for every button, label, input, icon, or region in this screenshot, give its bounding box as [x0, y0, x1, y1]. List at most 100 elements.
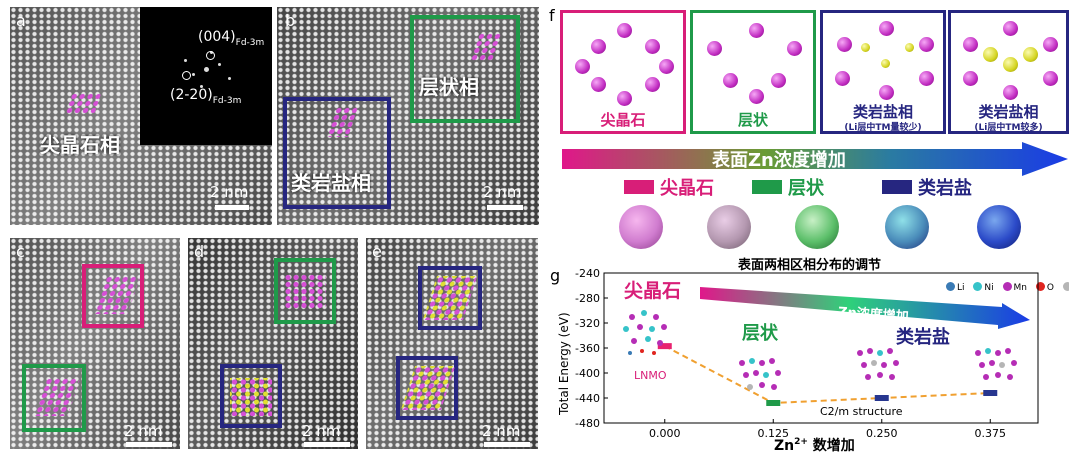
panel-b-scale-bar [487, 205, 523, 210]
layered-region-box [22, 364, 86, 432]
mn-atom [591, 39, 606, 54]
phase-card-label: 尖晶石 [600, 111, 646, 129]
rocksalt-region-box [283, 97, 391, 209]
phase-card-sublabel: (Li层中TM较多) [974, 123, 1043, 133]
particle-sphere-4 [885, 205, 929, 249]
particle-sphere-5 [977, 205, 1021, 249]
x-tick-label: 0.250 [866, 427, 898, 440]
mn-atom [1043, 37, 1058, 52]
phase-card-sublabel: (Li层中TM量较少) [844, 123, 922, 133]
phase-card-label: 类岩盐相 [852, 103, 913, 121]
legend-swatch-layered [752, 180, 782, 194]
y-tick-label: -280 [575, 292, 600, 305]
panel-g-letter: g [550, 266, 561, 285]
li-atom-icon [946, 282, 955, 291]
mn-atom [1003, 21, 1018, 36]
energy-marker [983, 390, 998, 396]
mn-atom [723, 73, 738, 88]
phase-card-spinel: 尖晶石 [560, 10, 686, 134]
fft-ring-2-20 [182, 71, 191, 80]
annot-spinel: 尖晶石 [624, 279, 681, 302]
rocksalt-atom-overlay [230, 378, 272, 416]
fft-label-004: (004)Fd-3m [198, 29, 265, 48]
fft-spot [204, 67, 209, 72]
rocksalt-region-box-bottom [396, 356, 458, 420]
mn-atom [645, 39, 660, 54]
y-tick-label: -480 [575, 417, 600, 430]
panel-c-scale-label: 2 nm [124, 422, 163, 440]
phase-card-label: 层状 [737, 111, 768, 129]
panel-c-letter: c [16, 242, 25, 261]
annot-rocksalt: 类岩盐 [896, 326, 950, 348]
panel-d-letter: d [194, 242, 205, 261]
zn-atom [861, 43, 870, 52]
mn-atom [617, 23, 632, 38]
x-axis-label: Zn2+ 数增加 [774, 437, 855, 453]
mn-atom [591, 77, 606, 92]
panel-f-caption: 表面两相区相分布的调节 [738, 258, 882, 273]
panel-e-micrograph: e 2 nm [366, 238, 538, 449]
mn-atom [771, 73, 786, 88]
energy-marker [874, 395, 889, 401]
legend-li: Li [957, 283, 965, 293]
y-tick-label: -360 [575, 342, 600, 355]
fft-spot [184, 59, 187, 62]
mn-atom [617, 91, 632, 106]
energy-marker [657, 343, 672, 350]
mn-atom [879, 85, 894, 100]
legend-ni: Ni [984, 283, 994, 293]
fft-spot [192, 73, 195, 76]
panel-a-phase-label: 尖晶石相 [40, 133, 120, 157]
zn-atom [1003, 57, 1018, 72]
mn-atom [919, 71, 934, 86]
particle-sphere-2 [707, 205, 751, 249]
mn-atom [787, 41, 802, 56]
zn-concentration-arrow [562, 142, 1068, 176]
mn-atom [1003, 85, 1018, 100]
zn-increase-arrow [700, 287, 1030, 329]
panel-d-micrograph: d 2 nm [188, 238, 358, 449]
rocksalt-structure-image-2 [975, 348, 1017, 380]
x-tick-label: 0.000 [649, 427, 681, 440]
mn-atom [963, 37, 978, 52]
y-tick-label: -400 [575, 367, 600, 380]
x-axis-ticks: 0.000 0.125 0.250 0.375 [649, 419, 1006, 440]
panel-a-scale-bar [215, 205, 249, 210]
layered-structure-image [739, 358, 781, 390]
fft-ring-004 [206, 51, 215, 60]
o-atom-icon [1035, 282, 1045, 291]
zn-increase-arrow-label: Zn浓度增加 [838, 304, 910, 325]
panel-c-micrograph: c 2 nm [10, 238, 180, 449]
zn-increase-label: 表面Zn浓度增加 [712, 150, 846, 171]
rocksalt-region-box-top [418, 266, 482, 330]
mn-atom [749, 89, 764, 104]
particle-sphere-3 [795, 205, 839, 249]
fft-spot [228, 77, 231, 80]
spinel-region-box [82, 264, 144, 328]
zn-atom [905, 43, 914, 52]
annot-lnmo: LNMO [634, 369, 667, 382]
panel-a-scale-label: 2 nm [210, 183, 249, 201]
panel-e-scale-bar [484, 442, 530, 447]
legend-swatch-spinel [624, 180, 654, 194]
phase-card-label: 类岩盐相 [978, 103, 1039, 121]
panel-b-scale-label: 2 nm [483, 183, 522, 201]
layered-region-box [274, 258, 336, 324]
phase-card-rocksalt-high: 类岩盐相 (Li层中TM较多) [948, 10, 1069, 134]
y-tick-label: -320 [575, 317, 600, 330]
zn-atom [881, 59, 890, 68]
x-tick-label: 0.375 [975, 427, 1007, 440]
x-axis-label-sup: 2+ [794, 437, 808, 447]
spinel-atom-overlay [64, 93, 102, 113]
ni-atom-icon [973, 282, 983, 291]
panel-a-micrograph: a (004)Fd-3m (2-20)Fd-3m 尖晶石相 2 nm [10, 7, 272, 225]
x-axis-label-suffix: 数增加 [808, 437, 855, 453]
panel-b-rocksalt-label: 类岩盐相 [291, 171, 371, 195]
legend-label-spinel: 尖晶石 [660, 178, 714, 199]
mn-atom [1043, 71, 1058, 86]
legend-o: O [1046, 283, 1054, 293]
energy-chart: -240-280-320-360-400-440-480 0.000 0.125 0… [557, 267, 1039, 453]
phase-card-layered: 层状 [690, 10, 816, 134]
mn-atom [963, 71, 978, 86]
y-tick-label: -240 [575, 267, 600, 280]
